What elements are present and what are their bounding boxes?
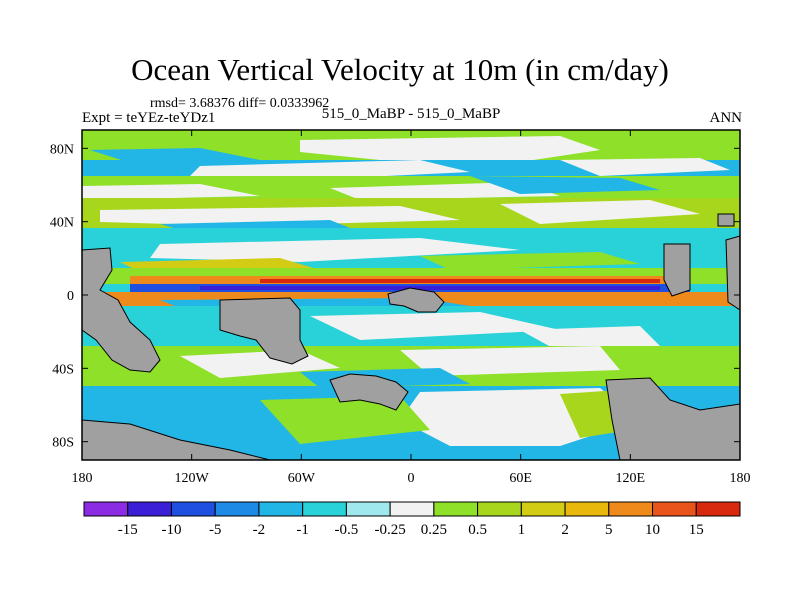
colorbar-swatch: [345, 501, 391, 517]
colorbar-label: -2: [253, 522, 266, 538]
season-label: ANN: [709, 110, 743, 126]
x-tick-label: 180: [72, 471, 93, 486]
colorbar: -15 -10 -5 -2 -1 -0.5 -0.25 0.25 0.5 1 2 5 10 15: [83, 501, 741, 538]
north-white-2: [560, 158, 730, 176]
south-white-4: [400, 346, 620, 376]
colorbar-label: 15: [689, 522, 704, 538]
x-axis-ticks: 180 120W 60W 0 60E 120E 180: [72, 130, 751, 486]
colorbar-label: 1: [518, 522, 526, 538]
land-central-island: [219, 297, 309, 365]
y-axis-ticks: 80N 40N 0 40S 80S: [50, 142, 740, 451]
colorbar-label: -0.5: [335, 522, 359, 538]
colorbar-label: -15: [118, 522, 138, 538]
x-tick-label: 0: [408, 471, 415, 486]
colorbar-label: 0.5: [468, 522, 487, 538]
south-white-2: [520, 326, 660, 352]
comparison-label: 515_0_MaBP - 515_0_MaBP: [321, 106, 501, 122]
colorbar-swatch: [477, 501, 522, 517]
land-masses: [82, 213, 740, 460]
land-southeast: [605, 377, 740, 460]
colorbar-swatch: [83, 501, 129, 517]
colorbar-label: 5: [605, 522, 613, 538]
chart-title: Ocean Vertical Velocity at 10m (in cm/da…: [131, 52, 669, 87]
colorbar-swatch: [652, 501, 697, 517]
colorbar-label: -5: [209, 522, 222, 538]
north-white-3: [82, 184, 260, 200]
x-tick-label: 120W: [175, 471, 210, 486]
colorbar-swatch: [433, 501, 479, 517]
colorbar-swatch: [127, 501, 172, 517]
land-northeast-island: [717, 213, 735, 227]
y-tick-label: 0: [67, 289, 74, 304]
colorbar-label: 10: [645, 522, 660, 538]
colorbar-label: -1: [296, 522, 309, 538]
x-tick-label: 180: [730, 471, 751, 486]
mid-north-white: [100, 206, 460, 226]
arctic-white-patch: [300, 136, 600, 162]
subtrop-white: [150, 238, 520, 262]
colorbar-swatch: [564, 501, 610, 517]
colorbar-swatch: [258, 501, 304, 517]
x-tick-label: 60E: [509, 471, 532, 486]
land-southwest: [82, 419, 271, 460]
land-east-strip: [663, 243, 691, 297]
y-tick-label: 40N: [50, 216, 74, 231]
equator-red: [260, 279, 660, 283]
stats-line: rmsd= 3.68376 diff= 0.0333962: [150, 96, 330, 111]
southern-green: [260, 396, 430, 444]
colorbar-swatch: [170, 501, 216, 517]
colorbar-label: 2: [561, 522, 569, 538]
y-tick-label: 80N: [50, 142, 74, 157]
land-west-continent: [82, 247, 161, 373]
x-tick-label: 60W: [288, 471, 316, 486]
land-equatorial-island: [387, 287, 445, 313]
colorbar-swatch: [520, 501, 566, 517]
north-white-1: [190, 160, 470, 180]
south-white-1: [310, 312, 560, 340]
colorbar-swatch: [389, 501, 435, 517]
y-tick-label: 80S: [52, 436, 74, 451]
colorbar-swatch: [302, 501, 347, 517]
mid-north-white-2: [500, 200, 700, 224]
colorbar-swatch: [608, 501, 654, 517]
equator-purple: [200, 286, 660, 290]
colorbar-swatch: [695, 501, 741, 517]
colorbar-label: -10: [161, 522, 181, 538]
x-tick-label: 120E: [616, 471, 646, 486]
land-south-island: [329, 373, 409, 411]
colorbar-label: -0.25: [375, 522, 406, 538]
colorbar-label: 0.25: [421, 522, 447, 538]
subtrop-green: [420, 252, 640, 270]
y-tick-label: 40S: [52, 362, 74, 377]
colorbar-swatch: [214, 501, 260, 517]
experiment-label: Expt = teYEz-teYDz1: [82, 110, 216, 126]
land-east-margin: [725, 235, 740, 311]
north-cyan-1: [470, 176, 660, 194]
